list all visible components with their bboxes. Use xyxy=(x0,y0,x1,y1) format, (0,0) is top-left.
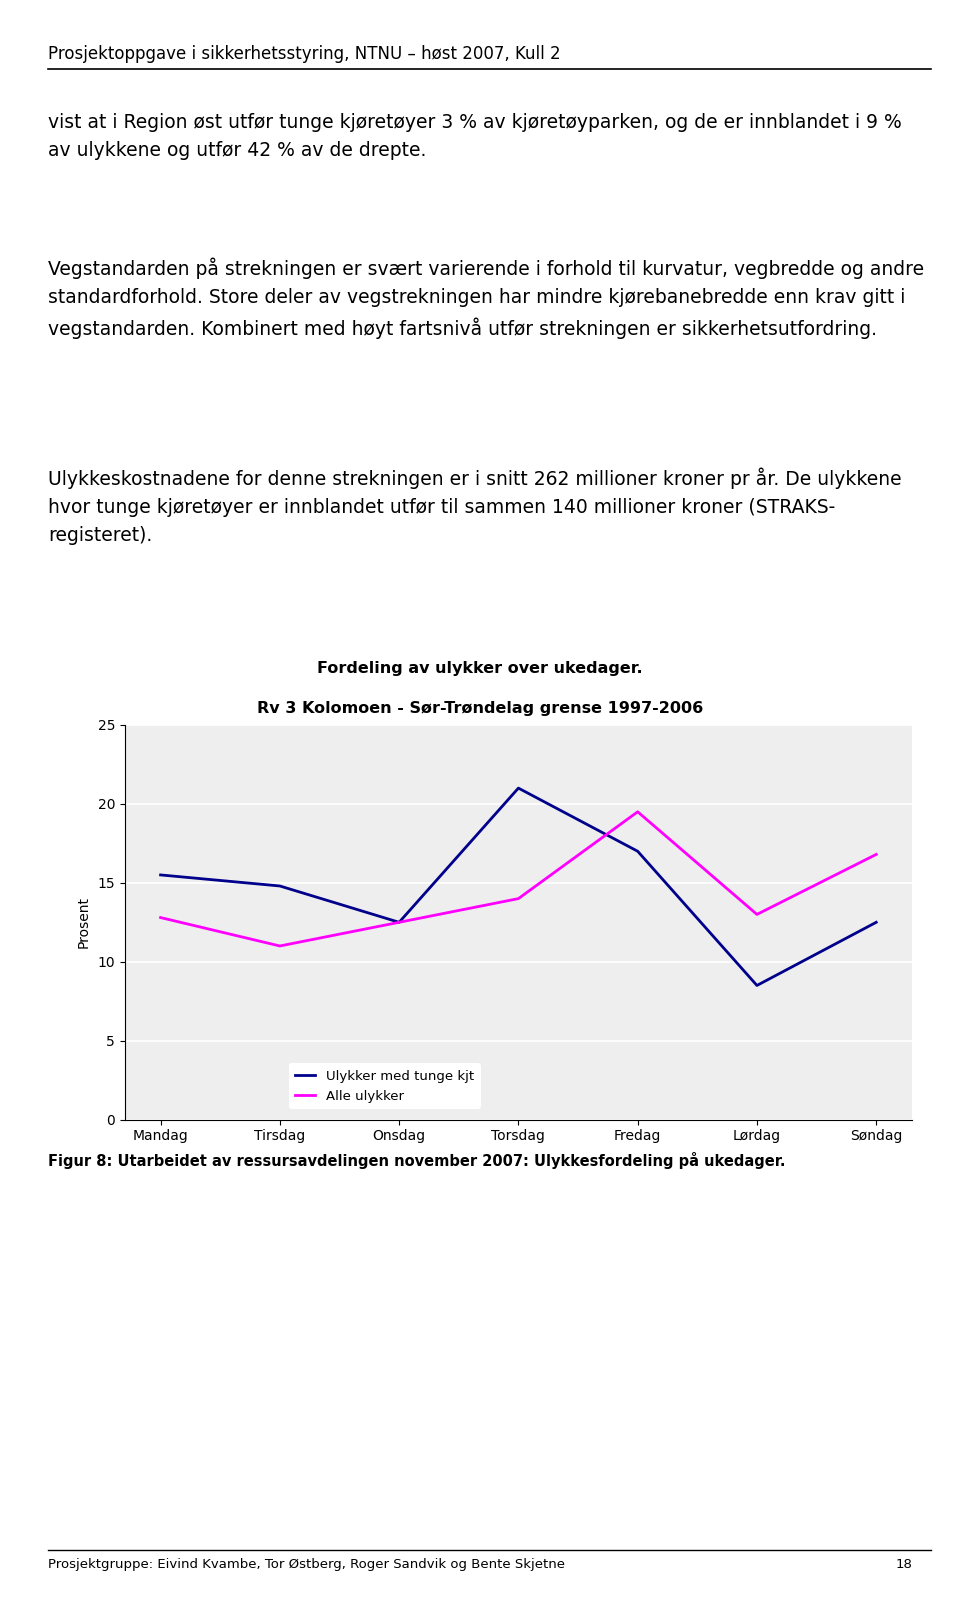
Legend: Ulykker med tunge kjt, Alle ulykker: Ulykker med tunge kjt, Alle ulykker xyxy=(289,1063,481,1108)
Text: Ulykkeskostnadene for denne strekningen er i snitt 262 millioner kroner pr år. D: Ulykkeskostnadene for denne strekningen … xyxy=(48,467,901,545)
Text: Rv 3 Kolomoen - Sør-Trøndelag grense 1997-2006: Rv 3 Kolomoen - Sør-Trøndelag grense 199… xyxy=(257,701,703,715)
Y-axis label: Prosent: Prosent xyxy=(77,896,90,949)
Text: Figur 8: Utarbeidet av ressursavdelingen november 2007: Ulykkesfordeling på uked: Figur 8: Utarbeidet av ressursavdelingen… xyxy=(48,1152,785,1170)
Text: Vegstandarden på strekningen er svært varierende i forhold til kurvatur, vegbred: Vegstandarden på strekningen er svært va… xyxy=(48,258,924,340)
Text: Prosjektoppgave i sikkerhetsstyring, NTNU – høst 2007, Kull 2: Prosjektoppgave i sikkerhetsstyring, NTN… xyxy=(48,45,561,63)
Text: 18: 18 xyxy=(895,1558,912,1571)
Text: Prosjektgruppe: Eivind Kvambe, Tor Østberg, Roger Sandvik og Bente Skjetne: Prosjektgruppe: Eivind Kvambe, Tor Østbe… xyxy=(48,1558,565,1571)
Text: Fordeling av ulykker over ukedager.: Fordeling av ulykker over ukedager. xyxy=(317,661,643,675)
Text: vist at i Region øst utfør tunge kjøretøyer 3 % av kjøretøyparken, og de er innb: vist at i Region øst utfør tunge kjøretø… xyxy=(48,113,901,159)
